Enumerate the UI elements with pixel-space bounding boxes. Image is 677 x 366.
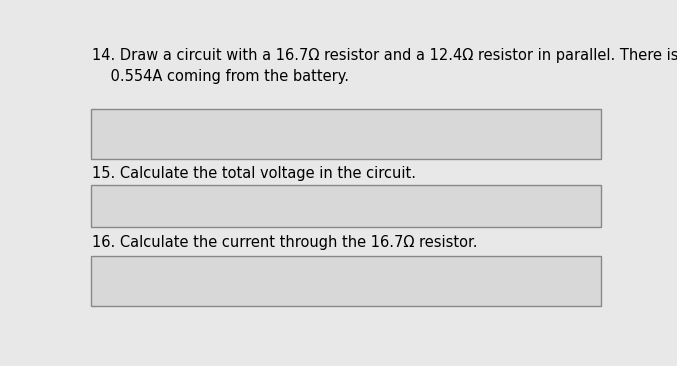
FancyBboxPatch shape — [91, 256, 600, 306]
Text: 15. Calculate the total voltage in the circuit.: 15. Calculate the total voltage in the c… — [92, 165, 416, 180]
FancyBboxPatch shape — [91, 185, 600, 227]
Text: 14. Draw a circuit with a 16.7Ω resistor and a 12.4Ω resistor in parallel. There: 14. Draw a circuit with a 16.7Ω resistor… — [92, 48, 677, 84]
FancyBboxPatch shape — [91, 109, 600, 160]
Text: 16. Calculate the current through the 16.7Ω resistor.: 16. Calculate the current through the 16… — [92, 235, 478, 250]
